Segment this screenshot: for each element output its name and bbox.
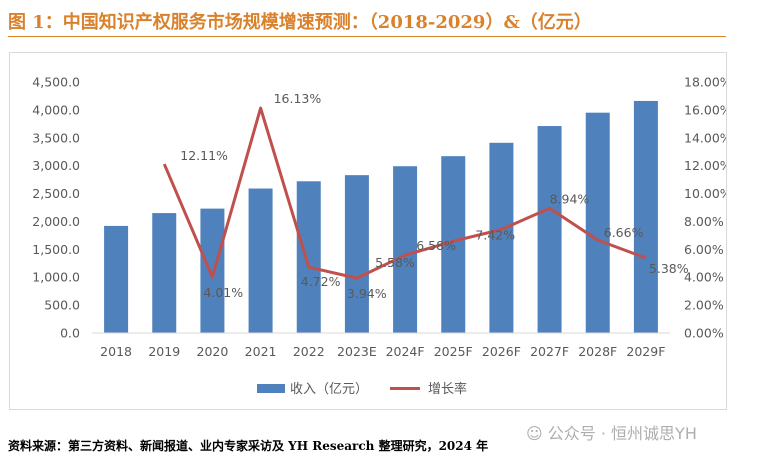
bar-2028F [585, 112, 610, 333]
x-tick-label: 2020 [197, 344, 229, 359]
x-tick-label: 2025F [434, 344, 473, 359]
x-tick-label: 2018 [100, 344, 132, 359]
left-tick-label: 0.0 [60, 326, 80, 341]
x-tick-label: 2021 [245, 344, 277, 359]
x-tick-label: 2029F [626, 344, 665, 359]
x-axis-ticks: 2018 2019 2020 2021 2022 2023E 2024F 2025F 2026F… [100, 344, 665, 359]
watermark-text: 公众号 · 恒州诚思YH [547, 424, 697, 443]
left-tick-label: 4,000.0 [32, 102, 80, 117]
left-tick-label: 1,000.0 [32, 270, 80, 285]
growth-label-2023E: 3.94% [347, 286, 387, 301]
bar-2021 [248, 188, 273, 333]
legend-label-growth: 增长率 [428, 381, 467, 397]
growth-label-2026F: 7.42% [475, 228, 515, 243]
bar-2020 [200, 208, 225, 333]
right-tick-label: 0.00% [684, 326, 724, 341]
growth-label-2028F: 6.66% [604, 225, 644, 240]
bar-2022 [296, 181, 321, 333]
bar-2029F [633, 100, 658, 333]
growth-rate-labels: 12.11% 4.01% 16.13% 4.72% 3.94% 5.58%6.58% 7.4… [180, 91, 688, 301]
bar-2019 [152, 213, 177, 333]
x-tick-label: 2022 [293, 344, 325, 359]
growth-label-2025F: 6.58% [416, 238, 456, 253]
left-axis-ticks: 0.0 500.0 1,000.0 1,500.0 2,000.0 2,500.0 3,00… [32, 75, 80, 341]
growth-rate-line [162, 106, 647, 280]
right-tick-label: 18.00% [684, 75, 726, 90]
bar-2023E [344, 175, 369, 333]
legend: 收入（亿元） 增长率 [257, 381, 467, 397]
source-note: 资料来源：第三方资料、新闻报道、业内专家采访及 YH Research 整理研究… [8, 439, 489, 453]
right-tick-label: 14.00% [684, 130, 726, 145]
growth-label-2027F: 8.94% [550, 191, 590, 206]
right-tick-label: 16.00% [684, 102, 726, 117]
right-tick-label: 2.00% [684, 298, 724, 313]
left-tick-label: 2,000.0 [32, 214, 80, 229]
left-tick-label: 3,500.0 [32, 130, 80, 145]
x-tick-label: 2023E [337, 344, 377, 359]
right-tick-label: 8.00% [684, 214, 724, 229]
bar-2018 [104, 225, 129, 333]
x-tick-label: 2019 [148, 344, 180, 359]
bar-2026F [489, 142, 514, 333]
x-tick-label: 2026F [482, 344, 521, 359]
left-tick-label: 1,500.0 [32, 242, 80, 257]
right-tick-label: 6.00% [684, 242, 724, 257]
wechat-icon: ☺ [526, 424, 543, 443]
x-tick-label: 2027F [530, 344, 569, 359]
right-tick-label: 10.00% [684, 186, 726, 201]
chart-frame: 0.0 500.0 1,000.0 1,500.0 2,000.0 2,500.0 3,00… [9, 52, 732, 410]
bar-2027F [537, 126, 562, 333]
right-tick-label: 4.00% [684, 270, 724, 285]
legend-swatch-revenue [257, 384, 285, 393]
left-tick-label: 2,500.0 [32, 186, 80, 201]
growth-label-2020: 4.01% [203, 285, 243, 300]
combo-chart: 0.0 500.0 1,000.0 1,500.0 2,000.0 2,500.0 3,00… [32, 75, 732, 398]
left-tick-label: 3,000.0 [32, 158, 80, 173]
left-tick-label: 500.0 [44, 298, 80, 313]
x-tick-label: 2024F [386, 344, 425, 359]
x-tick-label: 2028F [578, 344, 617, 359]
growth-label-2021: 16.13% [274, 91, 322, 106]
watermark: ☺ 公众号 · 恒州诚思YH [526, 420, 697, 444]
growth-label-2019: 12.11% [180, 148, 228, 163]
growth-label-2029F: 5.38% [649, 261, 689, 276]
growth-label-2022: 4.72% [301, 274, 341, 289]
bar-2024F [393, 166, 418, 333]
growth-label-2024F: 5.58% [375, 255, 415, 270]
title-divider [8, 36, 726, 37]
legend-label-revenue: 收入（亿元） [290, 382, 368, 397]
figure-title: 图 1：中国知识产权服务市场规模增速预测：（2018-2029）&（亿元） [8, 12, 592, 33]
revenue-bars [104, 100, 658, 333]
left-tick-label: 4,500.0 [32, 75, 80, 90]
right-tick-label: 12.00% [684, 158, 726, 173]
right-axis-ticks: 0.00% 2.00% 4.00% 6.00% 8.00% 10.00% 12.00% 14.… [684, 75, 732, 341]
